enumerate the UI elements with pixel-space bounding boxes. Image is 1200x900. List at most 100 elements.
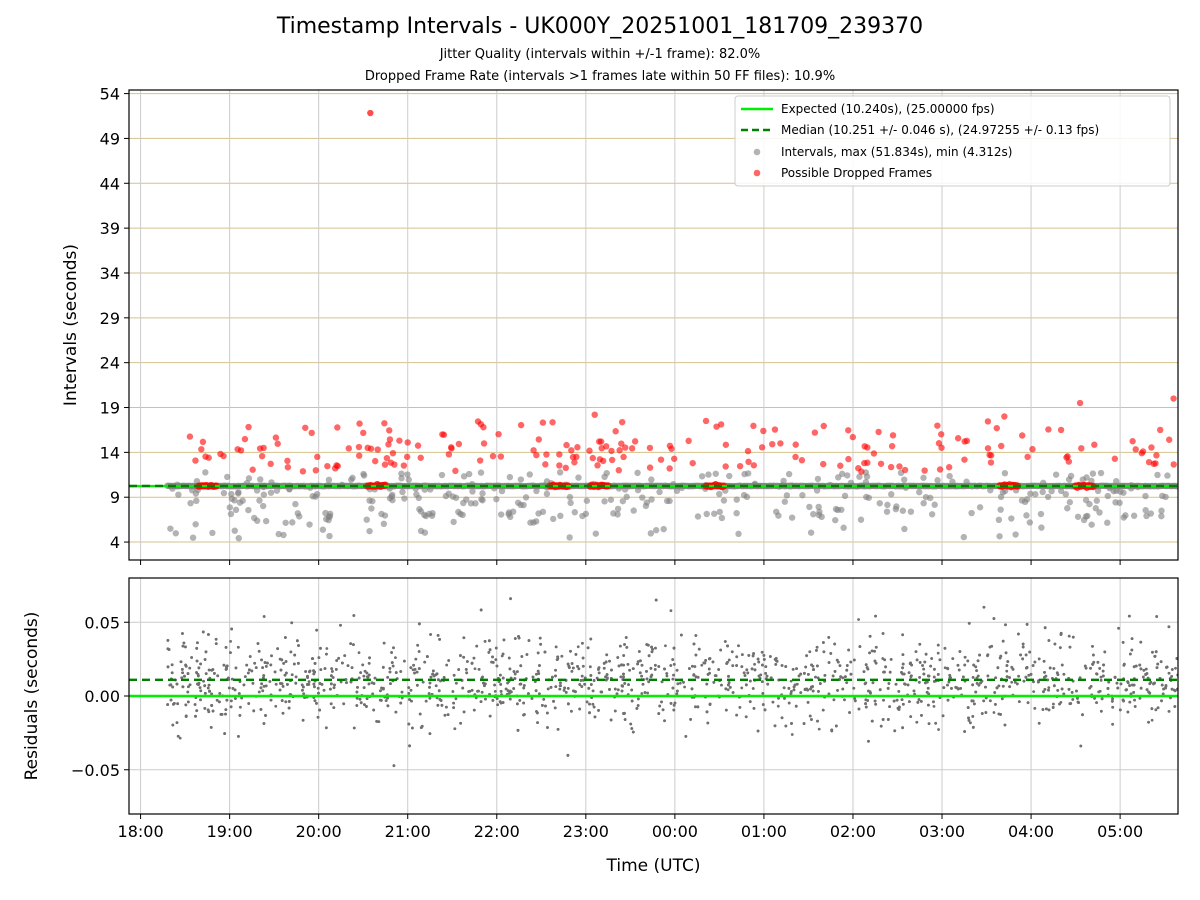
residual-point — [286, 683, 289, 686]
interval-point — [280, 531, 287, 539]
residual-point — [697, 647, 701, 651]
interval-point — [1130, 512, 1138, 519]
residual-point — [613, 687, 617, 691]
interval-point — [256, 497, 263, 504]
dropped-frame-point — [489, 452, 497, 460]
residual-point — [295, 639, 299, 643]
residual-point — [470, 688, 474, 692]
interval-point — [705, 471, 712, 478]
residual-point — [203, 691, 207, 695]
x-axis-label: Time (UTC) — [606, 856, 701, 876]
residual-point — [1099, 678, 1103, 682]
residual-point — [751, 654, 755, 658]
residual-point — [881, 718, 885, 721]
interval-point — [711, 510, 718, 517]
residual-point — [211, 709, 215, 713]
interval-point — [841, 492, 849, 500]
interval-point — [421, 486, 428, 493]
max-interval-point — [367, 109, 374, 117]
residual-point — [906, 683, 910, 687]
interval-point — [257, 476, 264, 483]
interval-point — [1044, 493, 1052, 501]
residual-point — [483, 684, 486, 688]
residual-point — [853, 697, 857, 700]
residual-point — [975, 669, 979, 673]
residual-point — [323, 667, 327, 670]
interval-point — [1038, 524, 1045, 531]
residual-point — [975, 681, 979, 685]
residual-point — [1004, 623, 1007, 627]
residual-point — [196, 641, 199, 645]
interval-point — [273, 487, 281, 494]
residual-point — [764, 665, 768, 669]
intervals-y-tick-label: 49 — [100, 129, 120, 148]
residual-point — [1111, 705, 1115, 709]
residual-point — [284, 636, 287, 639]
dropped-frame-point — [887, 463, 895, 471]
residual-point — [888, 705, 891, 709]
residual-point — [284, 671, 288, 675]
interval-point — [783, 492, 791, 499]
residual-point — [390, 651, 393, 654]
residual-point — [562, 688, 566, 692]
residual-point — [1071, 635, 1075, 639]
residual-point — [166, 638, 170, 642]
interval-point — [832, 516, 839, 524]
dropped-frame-point — [896, 463, 903, 470]
residual-point — [237, 692, 241, 695]
residual-point — [515, 702, 519, 706]
dropped-frame-point — [569, 453, 577, 461]
residual-point — [1138, 663, 1142, 667]
residual-point — [1160, 683, 1164, 687]
dropped-frame-point — [447, 444, 455, 451]
residual-point — [484, 697, 487, 701]
residual-point — [452, 673, 456, 677]
residual-point — [694, 634, 698, 637]
interval-point — [226, 504, 234, 511]
residual-point — [294, 681, 298, 685]
residual-point — [337, 656, 341, 660]
residual-point — [973, 702, 976, 706]
residual-point — [316, 715, 320, 719]
residuals-y-tick-label: −0.05 — [71, 761, 120, 780]
residual-point — [1091, 644, 1094, 648]
residual-point — [901, 726, 905, 730]
residual-point — [496, 703, 500, 707]
residual-point — [429, 633, 432, 636]
dropped-frame-point — [618, 418, 626, 426]
dropped-frame-point — [595, 438, 603, 445]
dropped-frame-point — [722, 463, 729, 470]
residual-point — [1070, 690, 1074, 694]
residual-point — [280, 658, 284, 662]
residual-point — [743, 674, 747, 677]
residual-point — [569, 649, 572, 653]
residual-point — [1156, 662, 1160, 666]
residual-point — [976, 674, 980, 678]
interval-point — [949, 478, 956, 485]
residual-point — [251, 682, 255, 685]
dropped-frame-point — [356, 420, 363, 427]
residual-point — [386, 696, 389, 700]
residual-point — [654, 598, 658, 602]
residual-point — [740, 653, 744, 657]
dropped-frame-point — [987, 459, 995, 466]
interval-point — [235, 534, 242, 542]
residual-point — [961, 675, 965, 679]
intervals-y-tick-label: 34 — [100, 264, 120, 283]
residual-point — [1139, 640, 1143, 644]
residual-point — [641, 682, 645, 686]
interval-point — [366, 527, 373, 535]
residual-point — [895, 698, 899, 702]
residual-point — [274, 682, 278, 686]
residual-point — [501, 652, 505, 656]
residual-point — [1142, 668, 1146, 672]
residual-point — [167, 648, 171, 651]
residual-point — [367, 661, 371, 665]
dropped-frame-point — [820, 422, 827, 430]
residual-point — [986, 674, 990, 678]
residual-point — [1021, 642, 1025, 646]
interval-point — [863, 493, 870, 501]
residual-point — [368, 656, 371, 660]
interval-point — [465, 470, 473, 478]
residual-point — [236, 645, 240, 649]
